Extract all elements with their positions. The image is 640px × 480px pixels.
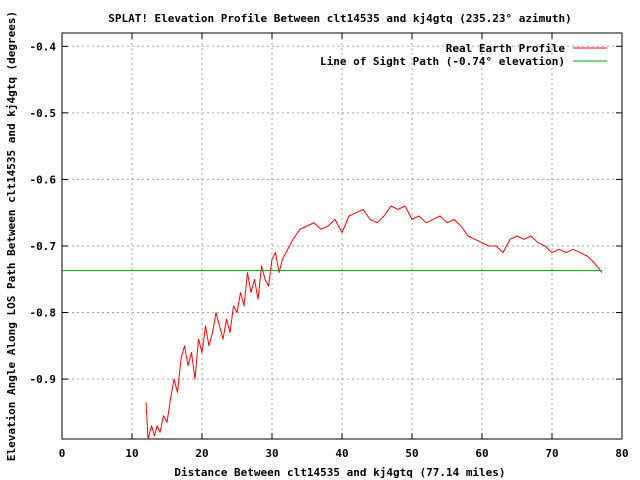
x-tick-label: 60	[475, 447, 488, 460]
axis-ticks: 0 10 20 30 40 50 60 70 80 -0.9 -0.8 -0.7 -0.6 -0.5 -0.…	[30, 33, 629, 460]
x-tick-label: 10	[125, 447, 138, 460]
legend-label-real-earth-profile: Real Earth Profile	[446, 42, 566, 55]
x-tick-label: 30	[265, 447, 278, 460]
x-tick-label: 20	[195, 447, 208, 460]
x-tick-label: 80	[615, 447, 628, 460]
y-tick-label: -0.6	[30, 173, 57, 186]
y-tick-label: -0.7	[30, 240, 57, 253]
chart-title: SPLAT! Elevation Profile Between clt1453…	[108, 12, 572, 25]
grid-lines	[62, 33, 622, 439]
series-line-real-earth-profile	[145, 205, 603, 440]
legend: Real Earth Profile Line of Sight Path (-…	[320, 42, 607, 68]
x-tick-label: 70	[545, 447, 558, 460]
y-tick-label: -0.9	[30, 373, 57, 386]
x-axis-label: Distance Between clt14535 and kj4gtq (77…	[174, 466, 505, 479]
series-lines	[62, 205, 603, 440]
legend-label-line-of-sight: Line of Sight Path (-0.74° elevation)	[320, 55, 565, 68]
x-tick-label: 50	[405, 447, 418, 460]
x-tick-label: 40	[335, 447, 348, 460]
x-tick-label: 0	[59, 447, 66, 460]
y-tick-label: -0.5	[30, 107, 57, 120]
y-tick-label: -0.4	[30, 40, 57, 53]
y-axis-label: Elevation Angle Along LOS Path Between c…	[5, 11, 18, 461]
y-tick-label: -0.8	[30, 307, 57, 320]
